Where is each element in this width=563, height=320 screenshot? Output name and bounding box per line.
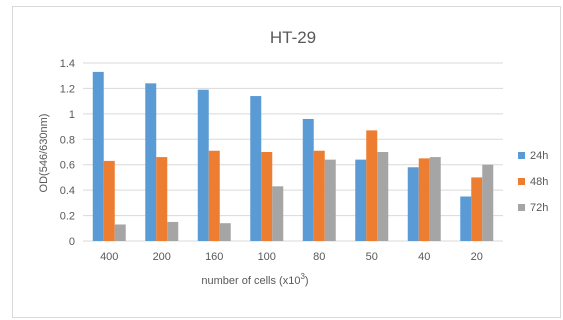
x-axis-label-end: ) [305, 275, 309, 287]
x-tick-labels: 400 200 160 100 80 50 40 20 [100, 251, 483, 263]
legend-label-72h: 72h [530, 202, 548, 214]
bar-72h-200 [167, 221, 179, 241]
bar-24h-50 [355, 159, 367, 241]
y-tick-label: 0.6 [60, 160, 75, 172]
y-tick-label: 1 [69, 109, 75, 121]
bar-24h-160 [197, 89, 209, 241]
bar-72h-400 [114, 224, 126, 241]
bar-48h-400 [103, 160, 115, 241]
y-tick-label: 1.2 [60, 83, 75, 95]
x-tick-label: 100 [258, 251, 276, 263]
bar-72h-100 [272, 186, 284, 241]
x-axis-label-main: number of cells (x10 [201, 275, 300, 287]
y-tick-label: 0.8 [60, 134, 75, 146]
chart-title: HT-29 [270, 28, 316, 47]
x-tick-label: 20 [471, 251, 483, 263]
x-tick-label: 40 [418, 251, 430, 263]
y-axis-label: OD(546/630nm) [38, 114, 50, 193]
x-tick-label: 50 [366, 251, 378, 263]
bar-72h-20 [482, 164, 494, 241]
bar-48h-80 [313, 150, 325, 241]
chart-svg: HT-29 0 0.2 0.4 0.6 0.8 1 1.2 1.4 400 200 160 100 8… [38, 28, 548, 287]
bar-24h-20 [460, 196, 472, 241]
y-tick-label: 0 [69, 236, 75, 248]
y-tick-label: 0.2 [60, 211, 75, 223]
legend-label-48h: 48h [530, 176, 548, 188]
bar-48h-200 [156, 157, 168, 241]
x-tick-label: 400 [100, 251, 118, 263]
bar-48h-40 [418, 158, 430, 241]
bar-24h-200 [145, 83, 157, 241]
bar-72h-40 [429, 157, 441, 241]
bar-72h-160 [219, 223, 231, 241]
x-tick-label: 160 [205, 251, 223, 263]
bar-24h-100 [250, 96, 262, 241]
y-tick-labels: 0 0.2 0.4 0.6 0.8 1 1.2 1.4 [60, 58, 75, 248]
x-tick-label: 200 [153, 251, 171, 263]
legend: 24h 48h 72h [518, 150, 548, 214]
x-axis-label-sup: 3 [300, 272, 305, 281]
legend-swatch-72h [518, 204, 525, 211]
bars [92, 71, 494, 242]
bar-48h-20 [471, 177, 483, 241]
bar-72h-50 [377, 152, 389, 241]
legend-swatch-24h [518, 152, 525, 159]
bar-24h-400 [92, 71, 104, 242]
bar-72h-80 [324, 159, 336, 241]
bar-24h-80 [302, 118, 314, 241]
y-tick-label: 0.4 [60, 185, 75, 197]
bar-48h-160 [208, 150, 220, 241]
bar-48h-50 [366, 130, 378, 241]
bar-48h-100 [261, 152, 273, 241]
x-tick-label: 80 [313, 251, 325, 263]
legend-swatch-48h [518, 178, 525, 185]
bar-24h-40 [407, 167, 419, 241]
legend-label-24h: 24h [530, 150, 548, 162]
x-axis-label: number of cells (x103) [201, 272, 308, 287]
chart-frame: HT-29 0 0.2 0.4 0.6 0.8 1 1.2 1.4 400 200 160 100 8… [12, 6, 561, 318]
y-tick-label: 1.4 [60, 58, 75, 70]
